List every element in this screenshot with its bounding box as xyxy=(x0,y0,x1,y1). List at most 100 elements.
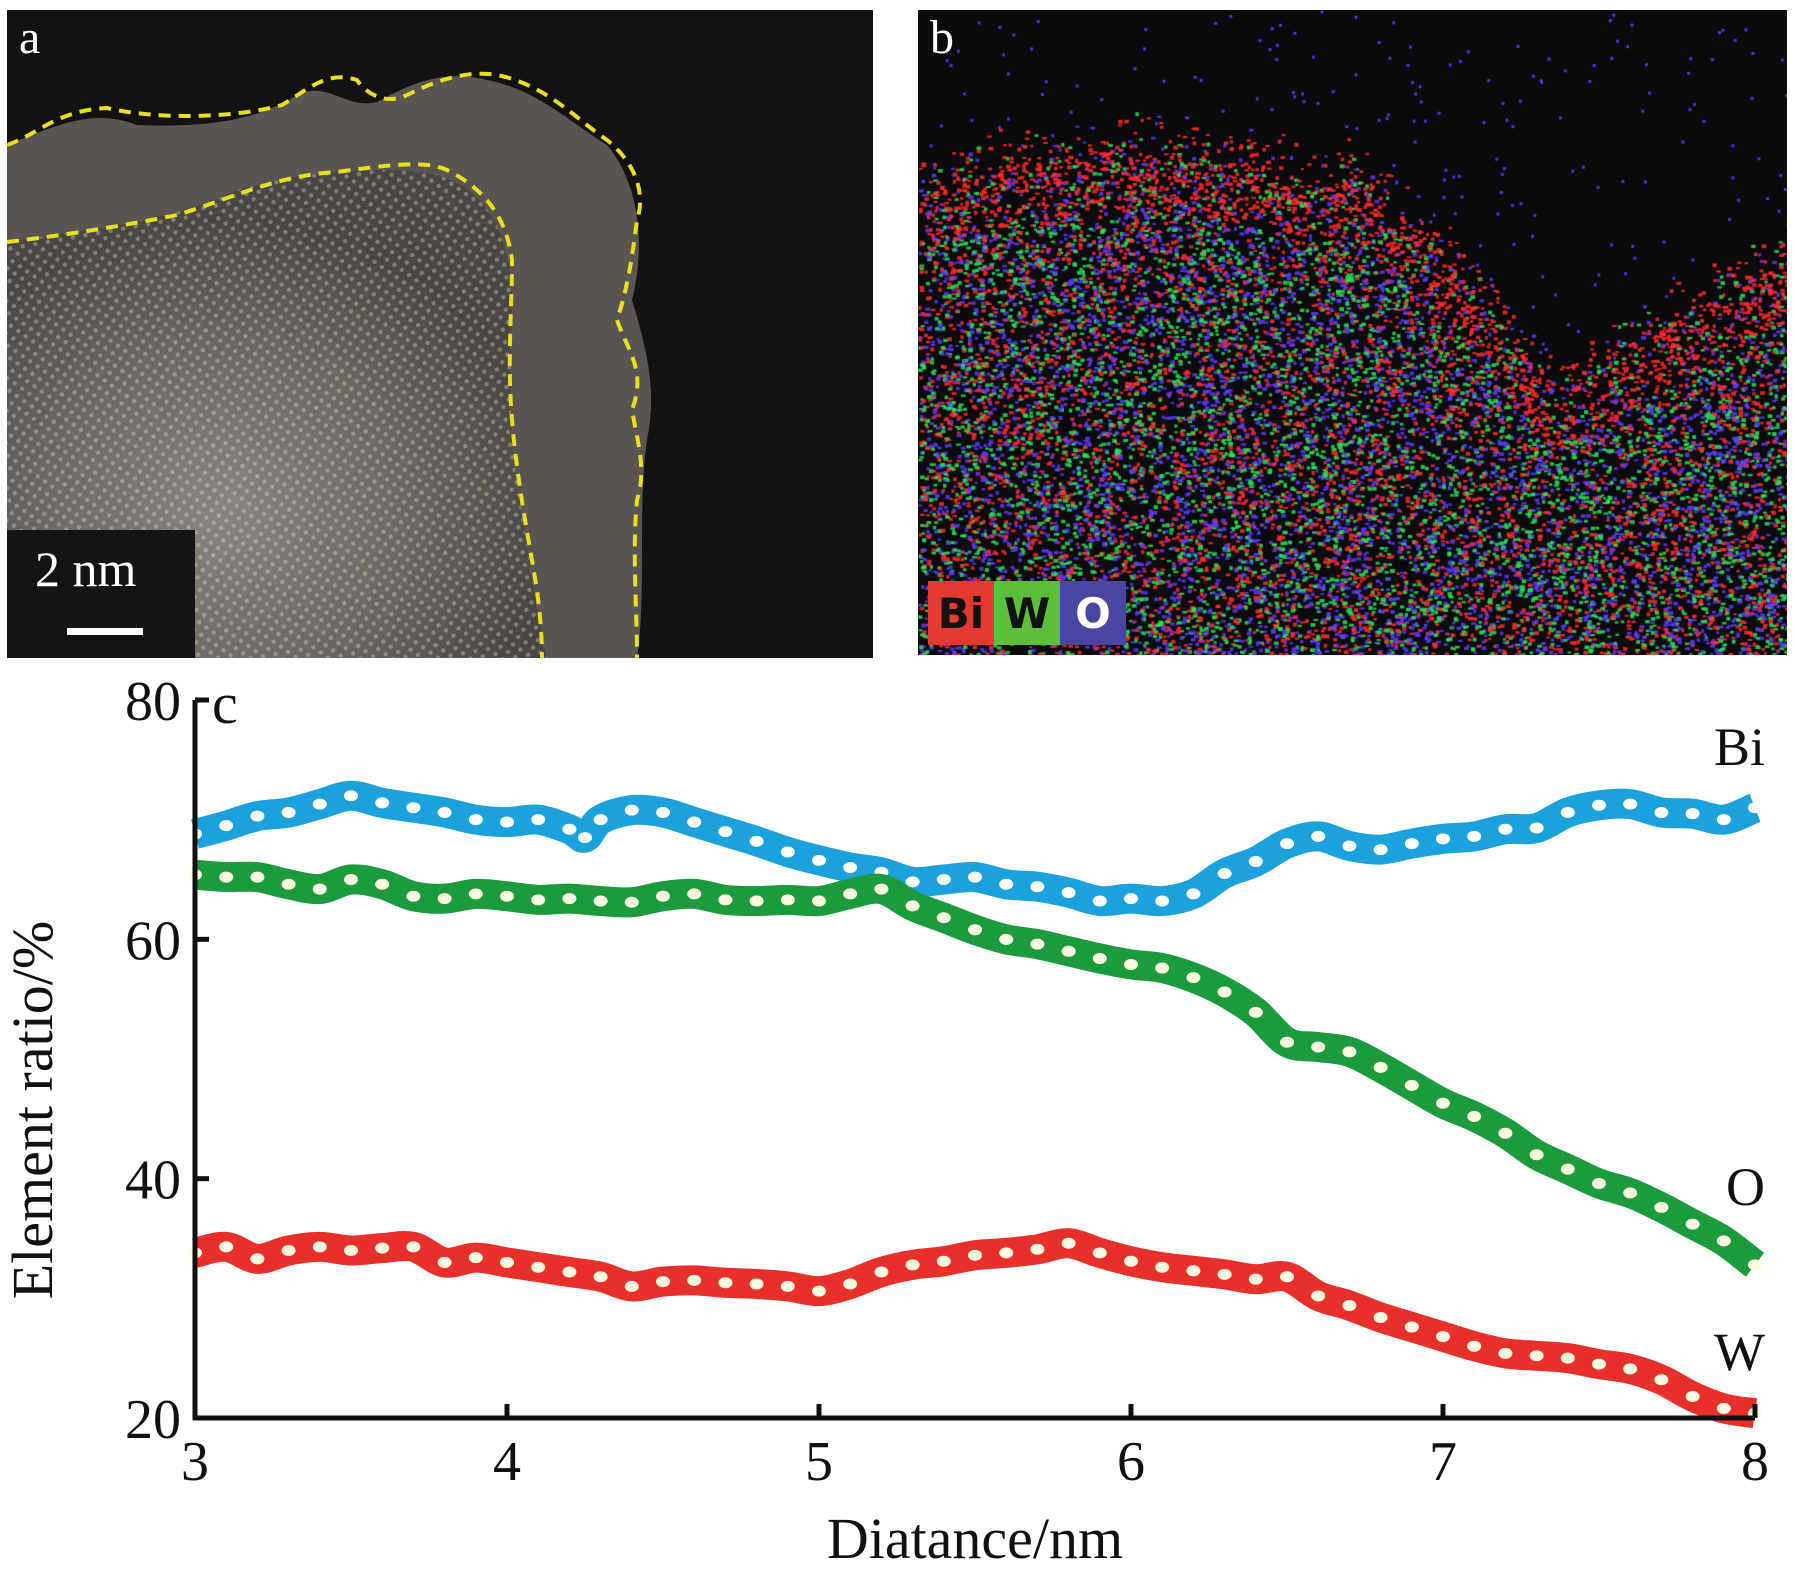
x-tick-label: 8 xyxy=(1741,1431,1769,1493)
data-point-o xyxy=(1061,945,1076,957)
data-point-w xyxy=(1623,1363,1638,1375)
data-point-o xyxy=(1498,1127,1513,1139)
x-tick-label: 7 xyxy=(1429,1431,1457,1493)
data-point-o xyxy=(1436,1097,1450,1109)
data-point-bi xyxy=(1436,833,1450,845)
data-point-w xyxy=(1280,1271,1294,1283)
y-tick-label: 60 xyxy=(125,910,181,972)
data-point-w xyxy=(468,1252,483,1264)
data-point-w xyxy=(1155,1261,1170,1273)
data-point-w xyxy=(1498,1347,1513,1359)
data-point-w xyxy=(1061,1237,1076,1249)
data-point-w xyxy=(718,1277,733,1289)
panel-b-eds-map: b Bi W O xyxy=(918,10,1787,655)
x-tick-label: 3 xyxy=(181,1431,209,1493)
data-point-o xyxy=(1404,1079,1419,1091)
data-point-o xyxy=(281,878,296,890)
data-point-bi xyxy=(1592,799,1606,811)
eds-legend: Bi W O xyxy=(928,581,1126,645)
data-point-w xyxy=(843,1278,858,1290)
y-axis-title: Element ratio/% xyxy=(0,921,65,1299)
eds-map-dots xyxy=(918,10,1787,655)
data-point-w xyxy=(1560,1352,1575,1364)
data-point-w xyxy=(1529,1350,1544,1362)
series-label-bi: Bi xyxy=(1714,717,1765,777)
panel-a-tem-image: a 2 nm xyxy=(7,10,873,658)
data-point-w xyxy=(437,1256,452,1268)
data-point-o xyxy=(219,871,234,883)
data-point-bi xyxy=(1373,844,1388,856)
scale-bar: 2 nm xyxy=(7,530,195,658)
data-point-w xyxy=(624,1280,639,1292)
y-tick-80: 80 xyxy=(125,680,209,733)
data-point-bi xyxy=(1654,806,1669,818)
x-tick-label: 5 xyxy=(805,1431,833,1493)
series-line-w xyxy=(191,1228,1758,1429)
data-point-bi xyxy=(1498,823,1513,835)
data-point-w xyxy=(656,1276,670,1288)
data-point-bi xyxy=(1061,887,1076,899)
data-point-w xyxy=(1592,1358,1606,1370)
data-point-o xyxy=(250,871,265,883)
x-tick-4: 4 xyxy=(493,1404,521,1493)
data-point-bi xyxy=(1155,895,1170,907)
data-point-o xyxy=(1748,1259,1762,1271)
data-point-bi xyxy=(968,871,982,883)
data-point-o xyxy=(1342,1046,1357,1058)
data-point-o xyxy=(1529,1149,1544,1161)
data-point-bi xyxy=(250,810,265,822)
data-point-bi xyxy=(437,806,452,818)
legend-chip-o: O xyxy=(1060,581,1126,645)
scale-bar-label: 2 nm xyxy=(35,541,137,597)
data-point-w xyxy=(593,1271,608,1283)
data-point-bi xyxy=(687,816,702,828)
x-tick-8: 8 xyxy=(1741,1404,1769,1493)
data-point-bi xyxy=(1404,838,1419,850)
data-point-w xyxy=(936,1255,951,1267)
series-o xyxy=(188,859,1765,1277)
data-point-w xyxy=(250,1253,265,1265)
data-point-bi xyxy=(1467,830,1482,842)
data-point-w xyxy=(344,1244,358,1256)
data-point-w xyxy=(1436,1331,1450,1343)
data-point-o xyxy=(344,874,358,885)
y-tick-20: 20 xyxy=(125,1389,209,1451)
element-ratio-chart: 20 40 60 80 3 4 5 6 7 8 c Diatance/nm Element ra… xyxy=(0,680,1769,1571)
data-point-o xyxy=(1280,1036,1294,1048)
data-point-o xyxy=(1092,952,1107,964)
x-tick-3: 3 xyxy=(181,1404,209,1493)
data-point-w xyxy=(1716,1402,1731,1414)
data-point-w xyxy=(687,1274,702,1286)
data-point-bi xyxy=(1342,840,1357,852)
panel-c-letter: c xyxy=(212,680,238,736)
data-point-w xyxy=(1311,1290,1326,1302)
data-point-o xyxy=(1623,1187,1638,1199)
data-point-w xyxy=(500,1256,514,1268)
data-point-o xyxy=(843,888,858,900)
series-label-w: W xyxy=(1714,1322,1765,1382)
data-point-o xyxy=(1217,986,1232,998)
data-point-bi xyxy=(1623,798,1638,810)
data-point-o xyxy=(1155,962,1170,974)
data-point-o xyxy=(749,895,764,907)
data-point-w xyxy=(749,1278,764,1290)
data-point-bi xyxy=(312,798,327,810)
data-point-w xyxy=(1342,1300,1357,1312)
data-point-w xyxy=(1248,1273,1263,1285)
y-tick-60: 60 xyxy=(125,910,209,972)
panel-b-letter: b xyxy=(930,11,954,64)
data-point-o xyxy=(718,894,733,906)
y-tick-label: 80 xyxy=(125,680,181,733)
data-point-bi xyxy=(780,846,795,858)
series-bi xyxy=(188,780,1762,917)
x-tick-6: 6 xyxy=(1117,1404,1145,1493)
data-point-o xyxy=(999,933,1014,945)
data-point-o xyxy=(1373,1061,1388,1073)
data-point-w xyxy=(999,1247,1014,1259)
data-point-w xyxy=(406,1241,421,1253)
data-point-w xyxy=(375,1242,390,1254)
data-point-bi xyxy=(1124,893,1138,905)
data-point-o xyxy=(500,890,514,902)
data-point-w xyxy=(1373,1311,1388,1323)
x-tick-5: 5 xyxy=(805,1404,833,1493)
